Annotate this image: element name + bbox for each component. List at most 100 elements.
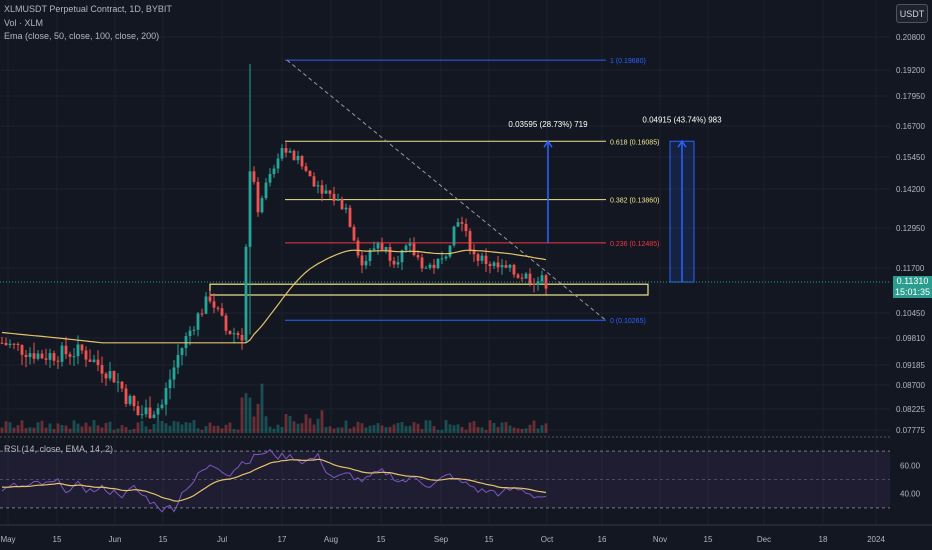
candle-body: [356, 240, 360, 256]
candle-body: [360, 255, 364, 266]
candle-body: [236, 333, 240, 335]
volume-bar: [236, 429, 240, 433]
volume-bar: [512, 427, 516, 433]
volume-bar: [192, 420, 196, 433]
time-tick-label: Dec: [757, 535, 771, 544]
price-tick-label: 0.09185: [896, 361, 925, 370]
candle-body: [8, 343, 12, 346]
volume-bar: [452, 425, 456, 433]
volume-bar: [188, 422, 192, 433]
volume-bar: [532, 420, 536, 433]
volume-bar: [488, 420, 492, 433]
candle-body: [200, 313, 204, 315]
volume-bar: [508, 425, 512, 433]
volume-bar: [164, 423, 168, 433]
candle-body: [168, 379, 172, 389]
volume-bar: [148, 429, 152, 433]
candle-body: [40, 353, 44, 359]
candle-body: [12, 343, 16, 345]
candle-body: [212, 301, 216, 308]
volume-bar: [388, 426, 392, 433]
candle-body: [252, 171, 256, 182]
currency-button[interactable]: USDT: [896, 4, 928, 23]
volume-bar: [72, 420, 76, 433]
volume-bar: [256, 403, 260, 433]
volume-bar: [520, 428, 524, 433]
candle-body: [396, 262, 400, 265]
fib-level-label: 1 (0.19680): [610, 58, 646, 65]
candle-body: [20, 344, 24, 355]
volume-bar: [108, 421, 112, 433]
volume-bar: [360, 423, 364, 433]
candle-body: [532, 283, 536, 285]
price-tick-label: 0.09810: [896, 334, 925, 343]
candle-body: [528, 273, 532, 284]
last-price: 0.11310: [896, 276, 929, 286]
candle-body: [264, 182, 268, 199]
volume-bar: [212, 426, 216, 433]
volume-bar: [432, 426, 436, 433]
candle-body: [460, 222, 464, 224]
candle-body: [440, 258, 444, 260]
candle-body: [24, 354, 28, 358]
candle-body: [240, 334, 244, 341]
price-tick-label: 0.15450: [896, 153, 925, 162]
candle-body: [64, 345, 68, 355]
candle-body: [468, 231, 472, 251]
time-tick-label: 16: [598, 535, 607, 544]
volume-bar: [292, 421, 296, 433]
candle-body: [36, 353, 40, 359]
volume-bar: [324, 426, 328, 433]
candle-body: [164, 388, 168, 405]
volume-bar: [224, 424, 228, 433]
rsi-indicator-label[interactable]: RSI (14, close, EMA, 14, 2): [4, 444, 114, 454]
candle-body: [388, 247, 392, 261]
volume-bar: [152, 423, 156, 433]
volume-bar: [220, 428, 224, 433]
volume-bar: [52, 429, 56, 433]
volume-bar: [264, 416, 268, 433]
candle-body: [384, 247, 388, 251]
volume-bar: [356, 421, 360, 433]
candle-body: [352, 226, 356, 241]
volume-bar: [76, 423, 80, 433]
bar-countdown: 15:01:35: [894, 287, 931, 297]
volume-bar: [140, 420, 144, 433]
candle-body: [244, 246, 248, 341]
fib-level-label: 0.382 (0.13860): [610, 198, 659, 205]
candle-body: [376, 243, 380, 249]
volume-bar: [376, 423, 380, 433]
candle-body: [112, 371, 116, 383]
volume-bar: [244, 393, 248, 433]
volume-bar: [400, 422, 404, 433]
volume-bar: [368, 425, 372, 433]
candle-body: [444, 256, 448, 259]
last-price-tag: 0.11310 15:01:35: [893, 276, 932, 298]
time-axis: May 15 Jun 15 Jul 17 Aug 15 Sep 15 Oct 16 Nov 15 Dec 18…: [0, 535, 885, 544]
volume-bar: [372, 425, 376, 433]
candle-body: [304, 166, 308, 171]
volume-bar: [476, 427, 480, 433]
candle-body: [284, 148, 288, 153]
volume-bar: [208, 422, 212, 433]
candle-body: [312, 176, 316, 187]
volume-bar: [200, 429, 204, 433]
candle-body: [60, 345, 64, 362]
candlesticks: [0, 63, 548, 421]
volume-indicator-label[interactable]: Vol · XLM: [4, 18, 44, 28]
candle-body: [116, 381, 120, 383]
measure-tools: 0.03595 (28.73%) 719 0.04915 (43.74%) 983: [0, 115, 890, 283]
price-tick-label: 0.08700: [896, 381, 925, 390]
ema-indicator-label[interactable]: Ema (close, 50, close, 100, close, 200): [4, 31, 160, 41]
volume-bar: [32, 427, 36, 433]
volume-bar: [440, 429, 444, 433]
volume-bar: [92, 420, 96, 433]
volume-bar: [204, 426, 208, 433]
candle-body: [492, 262, 496, 267]
candle-body: [188, 330, 192, 337]
volume-bar: [344, 420, 348, 433]
volume-bar: [80, 426, 84, 433]
volume-bar: [36, 422, 40, 433]
time-tick-label: Nov: [653, 535, 667, 544]
